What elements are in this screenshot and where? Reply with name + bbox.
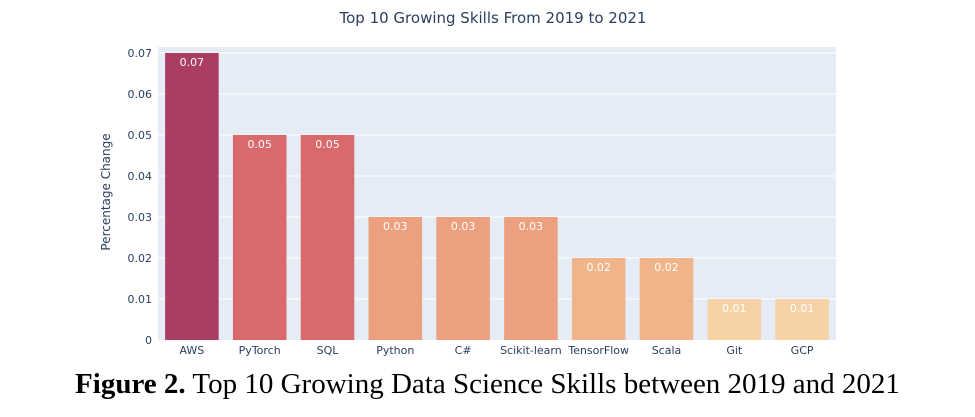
- y-tick-label: 0.04: [128, 170, 153, 183]
- bar-value-label: 0.01: [722, 302, 747, 315]
- bar: [707, 299, 762, 340]
- bar: [436, 217, 490, 340]
- data-labels: 0.07 0.05 0.05 0.03 0.03 0.03 0.02 0.02 0.01 0.01: [180, 56, 815, 315]
- y-tick-label: 0.01: [128, 293, 153, 306]
- x-tick-label: C#: [455, 344, 472, 357]
- bar: [775, 299, 829, 340]
- chart-title: Top 10 Growing Skills From 2019 to 2021: [339, 9, 647, 27]
- x-tick-label: GCP: [791, 344, 814, 357]
- y-tick-label: 0: [145, 334, 152, 347]
- bar-value-label: 0.02: [654, 261, 679, 274]
- x-tick-label: AWS: [180, 344, 205, 357]
- figure-caption: Figure 2. Top 10 Growing Data Science Sk…: [0, 368, 975, 401]
- y-tick-label: 0.03: [128, 211, 153, 224]
- y-axis-ticks: 0 0.01 0.02 0.03 0.04 0.05 0.06 0.07: [128, 47, 153, 347]
- bar-value-label: 0.02: [586, 261, 611, 274]
- bar-value-label: 0.03: [383, 220, 408, 233]
- bar: [368, 217, 423, 340]
- bars: [165, 53, 829, 340]
- bar-chart: Top 10 Growing Skills From 2019 to 2021 …: [99, 9, 836, 357]
- caption-text: Top 10 Growing Data Science Skills betwe…: [192, 368, 900, 400]
- x-tick-label: Git: [726, 344, 743, 357]
- bar: [504, 217, 558, 340]
- y-axis-label: Percentage Change: [99, 133, 113, 250]
- bar-value-label: 0.05: [247, 138, 272, 151]
- x-tick-label: Scikit-learn: [500, 344, 562, 357]
- bar: [232, 135, 287, 340]
- x-tick-label: Scala: [652, 344, 682, 357]
- bar-value-label: 0.03: [519, 220, 544, 233]
- bar: [165, 53, 219, 340]
- bar-value-label: 0.05: [315, 138, 340, 151]
- bar-value-label: 0.01: [790, 302, 815, 315]
- y-tick-label: 0.06: [128, 88, 153, 101]
- x-tick-label: SQL: [317, 344, 340, 357]
- x-tick-label: Python: [376, 344, 414, 357]
- y-tick-label: 0.07: [128, 47, 153, 60]
- bar: [300, 135, 355, 340]
- y-tick-label: 0.05: [128, 129, 153, 142]
- y-tick-label: 0.02: [128, 252, 153, 265]
- bar-value-label: 0.07: [180, 56, 205, 69]
- x-tick-label: TensorFlow: [567, 344, 629, 357]
- bar: [639, 258, 694, 340]
- caption-label: Figure 2.: [75, 368, 186, 400]
- x-tick-label: PyTorch: [239, 344, 281, 357]
- bar: [571, 258, 626, 340]
- x-axis-ticks: AWS PyTorch SQL Python C# Scikit-learn TensorF…: [180, 344, 814, 357]
- bar-value-label: 0.03: [451, 220, 476, 233]
